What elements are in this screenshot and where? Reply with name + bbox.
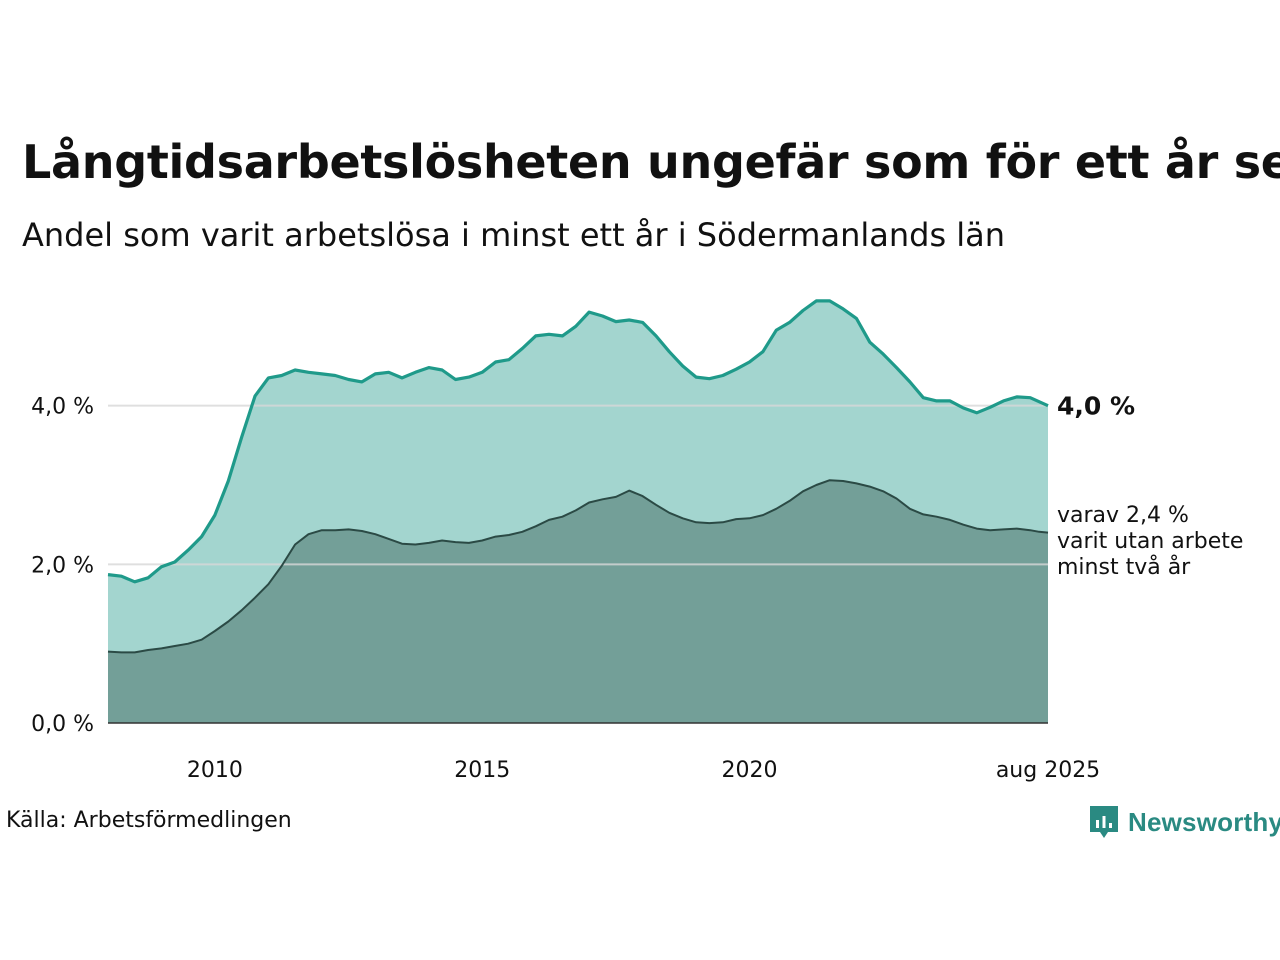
area-long-term — [108, 480, 1048, 723]
end-label-long-term: minst två år — [1057, 554, 1191, 580]
end-label-total: 4,0 % — [1057, 392, 1135, 421]
chart-subtitle: Andel som varit arbetslösa i minst ett å… — [22, 216, 1006, 254]
end-label-long-term: varav 2,4 % — [1057, 503, 1189, 528]
source-note: Källa: Arbetsförmedlingen — [6, 808, 292, 833]
brand-name: Newsworthy — [1128, 806, 1280, 837]
x-tick-label: 2015 — [454, 758, 510, 783]
y-tick-label: 2,0 % — [31, 553, 94, 578]
chart-title: Långtidsarbetslösheten ungefär som för e… — [22, 135, 1280, 189]
line-long-term — [107, 479, 1049, 654]
y-tick-label: 0,0 % — [31, 712, 94, 737]
x-tick-label: 2010 — [187, 758, 243, 783]
brand-logo: Newsworthy — [1088, 804, 1280, 840]
end-label-long-term: varit utan arbete — [1057, 529, 1243, 554]
line-total — [107, 299, 1049, 584]
newsworthy-logo-icon — [1090, 806, 1118, 838]
y-tick-label: 4,0 % — [31, 395, 94, 420]
x-tick-label: 2020 — [722, 758, 778, 783]
x-tick-label: aug 2025 — [996, 758, 1100, 783]
